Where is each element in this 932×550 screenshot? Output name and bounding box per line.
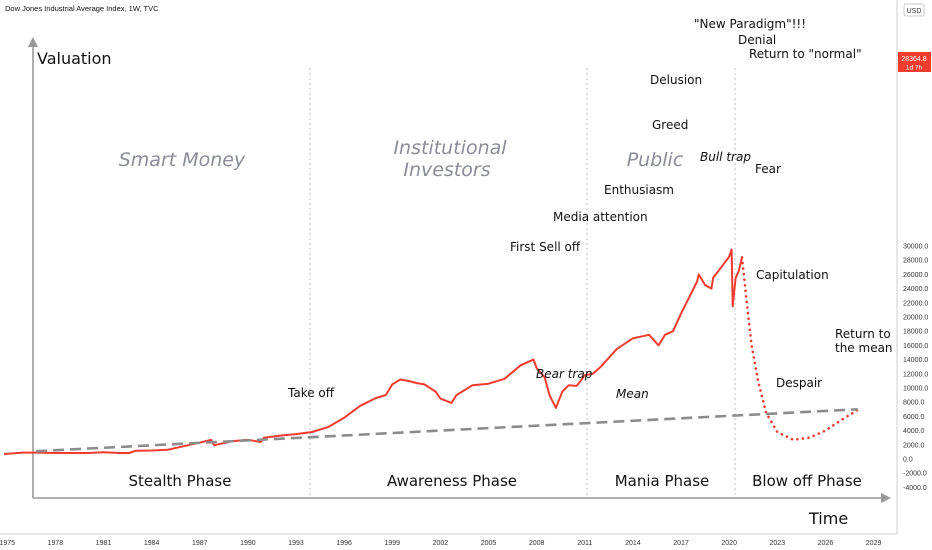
y-tick-label: 20000.0 [903, 315, 928, 322]
annotation-denial: Denial [738, 33, 776, 47]
annotation-new-paradigm: "New Paradigm"!!! [694, 17, 806, 31]
annotation-return-to-mean-line2: the mean [835, 341, 893, 355]
annotation-bear-trap: Bear trap [536, 367, 593, 381]
x-tick-label: 1996 [336, 540, 352, 547]
y-tick-label: 26000.0 [903, 272, 928, 279]
x-tick-label: 2014 [625, 540, 641, 547]
annotation-return-to-mean-line1: Return to [835, 327, 891, 341]
x-tick-label: 2011 [577, 540, 592, 547]
x-tick-label: 2026 [818, 540, 834, 547]
y-tick-label: 16000.0 [903, 343, 928, 350]
mean-trend-line [36, 408, 858, 453]
y-tick-label: 14000.0 [903, 357, 928, 364]
currency-label: USD [907, 8, 922, 15]
phase-mania: Mania Phase [615, 472, 710, 490]
x-tick-label: 1978 [48, 540, 64, 547]
annotation-delusion: Delusion [650, 73, 702, 87]
y-tick-label: 30000.0 [903, 244, 928, 251]
annotation-media-attention: Media attention [553, 210, 648, 224]
phase-awareness: Awareness Phase [387, 472, 517, 490]
group-institutional: Institutional [393, 137, 507, 159]
y-tick-label: 22000.0 [903, 300, 928, 307]
y-tick-label: 10000.0 [903, 386, 928, 393]
x-tick-label: 2029 [866, 540, 882, 547]
x-tick-label: 2020 [721, 540, 737, 547]
annotation-enthusiasm: Enthusiasm [604, 183, 674, 197]
projected-decline-line [740, 256, 859, 442]
y-tick-label: 28000.0 [903, 258, 928, 265]
x-tick-label: 1987 [192, 540, 208, 547]
y-tick-label: 18000.0 [903, 329, 928, 336]
y-tick-label: 0.0 [903, 457, 913, 464]
chart-title: Dow Jones Industrial Average Index, 1W, … [5, 4, 159, 13]
x-tick-label: 1975 [0, 540, 15, 547]
price-scale[interactable]: -4000.0 -2000.0 0.0 2000.0 4000.0 6000.0 8000.… [903, 244, 928, 492]
last-price-badge: 28364.8 1d 7h [898, 52, 931, 72]
x-tick-label: 2002 [433, 540, 449, 547]
group-public: Public [627, 149, 684, 171]
y-tick-label: -4000.0 [903, 485, 927, 492]
x-tick-label: 2008 [529, 540, 545, 547]
price-series-line [3, 248, 743, 455]
y-tick-label: 6000.0 [903, 414, 925, 421]
annotation-return-to-normal: Return to "normal" [749, 47, 862, 61]
x-tick-label: 1993 [288, 540, 304, 547]
group-smart-money: Smart Money [119, 149, 246, 171]
annotation-bull-trap: Bull trap [700, 150, 751, 164]
annotation-fear: Fear [755, 162, 781, 176]
annotation-mean: Mean [616, 387, 649, 401]
y-tick-label: 8000.0 [903, 400, 925, 407]
x-tick-label: 2005 [481, 540, 497, 547]
currency-badge[interactable]: USD [903, 3, 925, 17]
group-investors: Investors [403, 159, 490, 181]
x-tick-label: 2023 [770, 540, 786, 547]
annotation-take-off: Take off [287, 386, 335, 400]
x-tick-label: 1981 [96, 540, 112, 547]
bar-countdown: 1d 7h [906, 65, 923, 72]
x-tick-label: 1984 [144, 540, 160, 547]
x-tick-label: 1990 [240, 540, 256, 547]
time-axis-label: Time [808, 509, 848, 528]
plot-area [3, 248, 859, 455]
phase-blow-off: Blow off Phase [752, 472, 862, 490]
y-tick-label: 12000.0 [903, 371, 928, 378]
y-tick-label: 2000.0 [903, 442, 925, 449]
annotation-despair: Despair [776, 376, 822, 390]
annotation-greed: Greed [652, 118, 688, 132]
annotation-first-sell-off: First Sell off [510, 240, 581, 254]
annotation-capitulation: Capitulation [756, 268, 829, 282]
x-tick-label: 2017 [673, 540, 689, 547]
last-price: 28364.8 [901, 56, 926, 63]
time-scale[interactable]: 1975 1978 1981 1984 1987 1990 1993 1996 1999 2002… [0, 540, 881, 547]
y-tick-label: 24000.0 [903, 286, 928, 293]
x-tick-label: 1999 [384, 540, 400, 547]
valuation-axis-label: Valuation [37, 49, 112, 68]
phase-stealth: Stealth Phase [129, 472, 232, 490]
y-tick-label: 4000.0 [903, 428, 925, 435]
y-tick-label: -2000.0 [903, 471, 927, 478]
